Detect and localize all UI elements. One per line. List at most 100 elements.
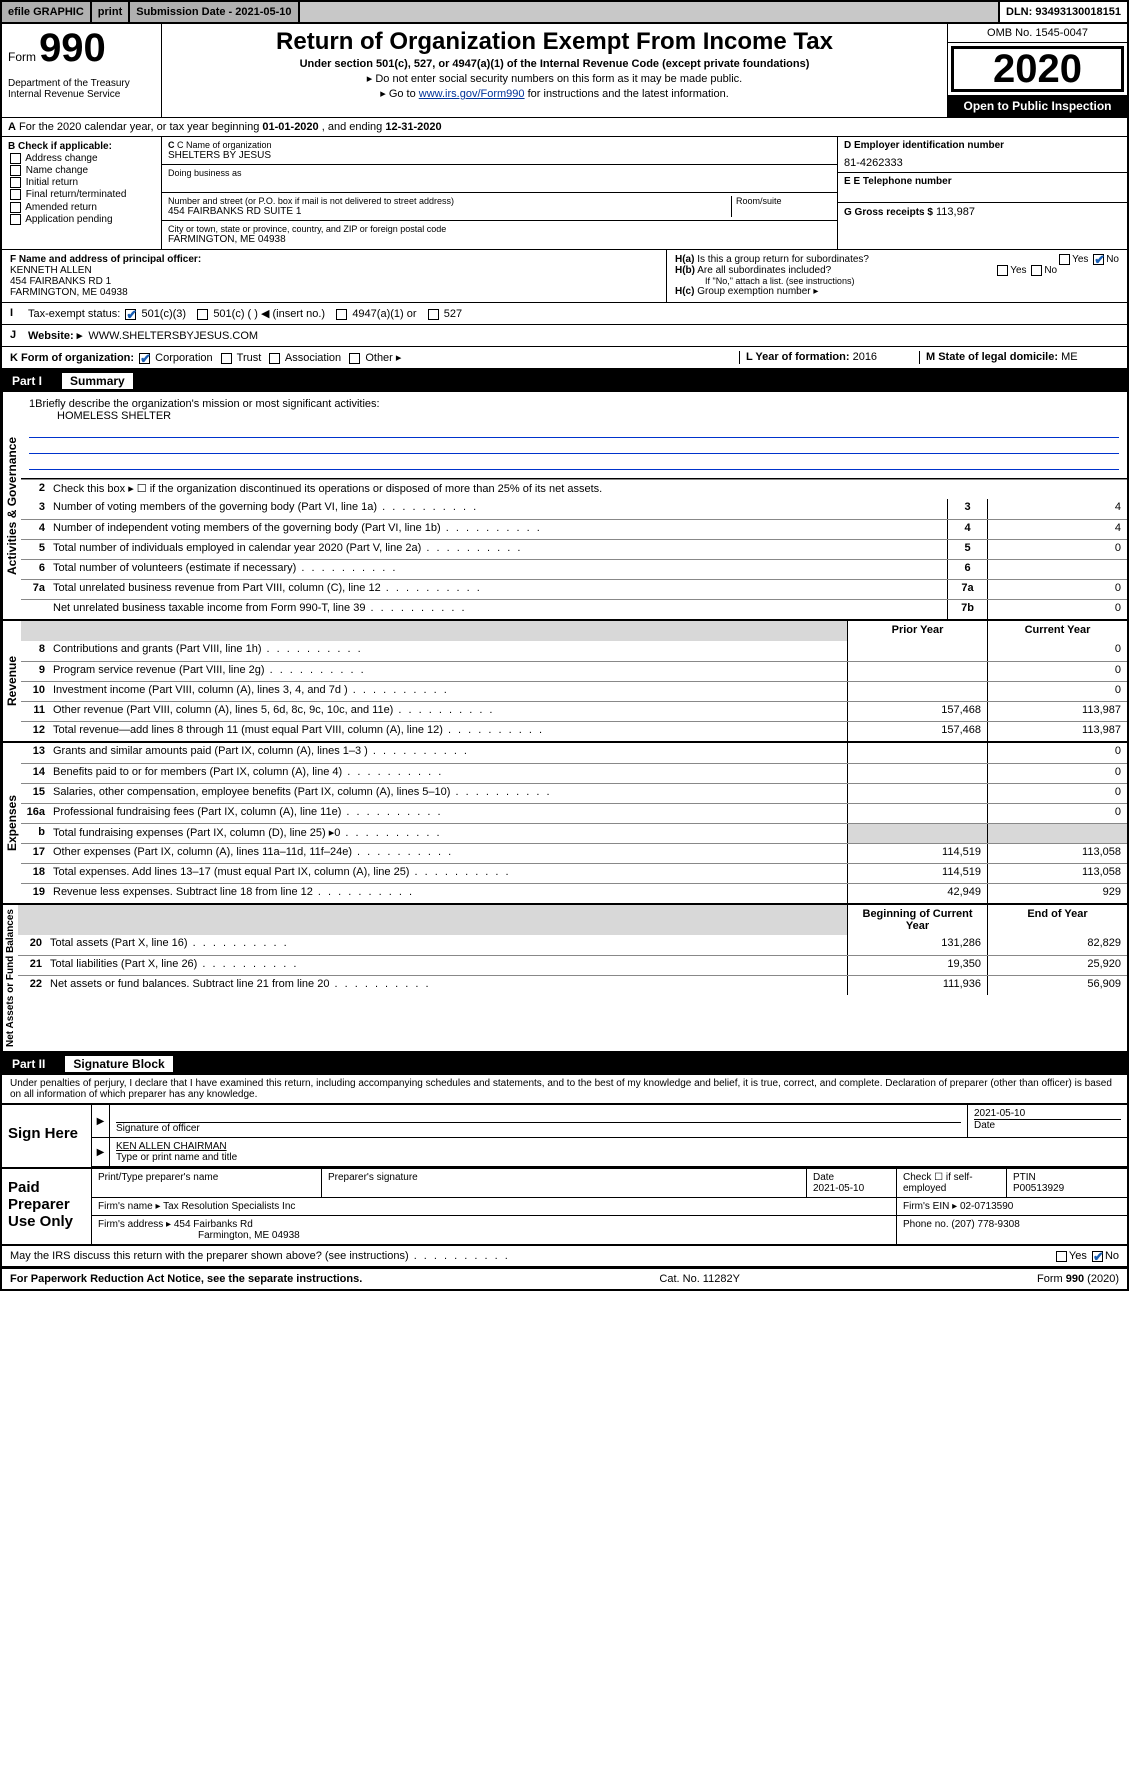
chk-name-change[interactable]: Name change bbox=[8, 165, 155, 176]
firm-phone: (207) 778-9308 bbox=[951, 1219, 1019, 1230]
officer-name: KENNETH ALLEN bbox=[10, 265, 658, 276]
table-row: 15Salaries, other compensation, employee… bbox=[21, 783, 1127, 803]
dln: DLN: 93493130018151 bbox=[1000, 2, 1127, 22]
submission-date: Submission Date - 2021-05-10 bbox=[130, 2, 299, 22]
pra-notice: For Paperwork Reduction Act Notice, see … bbox=[10, 1273, 362, 1285]
topbar-spacer bbox=[300, 2, 1000, 22]
phone-label: E E Telephone number bbox=[844, 176, 1121, 187]
chk-501c[interactable] bbox=[197, 309, 208, 320]
table-row: Net unrelated business taxable income fr… bbox=[21, 599, 1127, 619]
note-link: ▸ Go to www.irs.gov/Form990 for instruct… bbox=[170, 87, 939, 100]
ein-label: D Employer identification number bbox=[844, 140, 1121, 151]
box-b-label: B Check if applicable: bbox=[8, 141, 112, 152]
firm-name: Tax Resolution Specialists Inc bbox=[163, 1201, 295, 1212]
omb-number: OMB No. 1545-0047 bbox=[948, 24, 1127, 43]
form-title: Return of Organization Exempt From Incom… bbox=[170, 28, 939, 56]
chk-501c3[interactable] bbox=[125, 309, 136, 320]
state-domicile: ME bbox=[1061, 351, 1078, 363]
line-i: I Tax-exempt status: 501(c)(3) 501(c) ( … bbox=[2, 303, 1127, 325]
sig-arrow-icon-2: ▶ bbox=[92, 1138, 110, 1166]
prep-sig-label: Preparer's signature bbox=[322, 1169, 807, 1197]
paid-preparer-label: Paid Preparer Use Only bbox=[2, 1169, 92, 1244]
officer-label: F Name and address of principal officer: bbox=[10, 254, 658, 265]
vlabel-governance: Activities & Governance bbox=[2, 392, 21, 619]
discuss-row: May the IRS discuss this return with the… bbox=[2, 1246, 1127, 1268]
officer-name-label: Type or print name and title bbox=[116, 1152, 1121, 1163]
sign-here-label: Sign Here bbox=[2, 1105, 92, 1167]
vlabel-net-assets: Net Assets or Fund Balances bbox=[2, 905, 18, 1051]
perjury-text: Under penalties of perjury, I declare th… bbox=[2, 1075, 1127, 1103]
vlabel-expenses: Expenses bbox=[2, 743, 21, 903]
table-row: 3Number of voting members of the governi… bbox=[21, 499, 1127, 519]
chk-assoc[interactable] bbox=[269, 353, 280, 364]
chk-4947[interactable] bbox=[336, 309, 347, 320]
line-j: J Website: ▸ WWW.SHELTERSBYJESUS.COM bbox=[2, 325, 1127, 347]
chk-application-pending[interactable]: Application pending bbox=[8, 214, 155, 225]
website: WWW.SHELTERSBYJESUS.COM bbox=[88, 330, 258, 342]
chk-final-return[interactable]: Final return/terminated bbox=[8, 189, 155, 200]
chk-trust[interactable] bbox=[221, 353, 232, 364]
firm-ein: 02-0713590 bbox=[960, 1201, 1013, 1212]
officer-group-block: F Name and address of principal officer:… bbox=[2, 250, 1127, 303]
begin-year-header: Beginning of Current Year bbox=[847, 905, 987, 935]
table-row: 7aTotal unrelated business revenue from … bbox=[21, 579, 1127, 599]
h-a: H(a) Is this a group return for subordin… bbox=[675, 254, 1119, 265]
efile-button[interactable]: efile GRAPHIC bbox=[2, 2, 92, 22]
form-footer: Form 990 (2020) bbox=[1037, 1273, 1119, 1285]
dba-label: Doing business as bbox=[168, 168, 831, 178]
table-row: 16aProfessional fundraising fees (Part I… bbox=[21, 803, 1127, 823]
form-subtitle: Under section 501(c), 527, or 4947(a)(1)… bbox=[170, 58, 939, 70]
org-name: SHELTERS BY JESUS bbox=[168, 150, 831, 161]
table-row: 20Total assets (Part X, line 16)131,2868… bbox=[18, 935, 1127, 955]
table-row: 9Program service revenue (Part VIII, lin… bbox=[21, 661, 1127, 681]
ein-value: 81-4262333 bbox=[844, 157, 1121, 169]
gross-receipts: 113,987 bbox=[936, 206, 975, 218]
gross-receipts-label: G Gross receipts $ bbox=[844, 207, 933, 218]
city-label: City or town, state or province, country… bbox=[168, 224, 831, 234]
table-row: 18Total expenses. Add lines 13–17 (must … bbox=[21, 863, 1127, 883]
table-row: 10Investment income (Part VIII, column (… bbox=[21, 681, 1127, 701]
form-header: Form 990 Department of the Treasury Inte… bbox=[2, 24, 1127, 118]
chk-initial-return[interactable]: Initial return bbox=[8, 177, 155, 188]
cat-no: Cat. No. 11282Y bbox=[659, 1273, 740, 1285]
table-row: 14Benefits paid to or for members (Part … bbox=[21, 763, 1127, 783]
check-self-employed[interactable]: Check ☐ if self-employed bbox=[897, 1169, 1007, 1197]
sig-officer-label: Signature of officer bbox=[116, 1122, 961, 1134]
officer-addr2: FARMINGTON, ME 04938 bbox=[10, 287, 658, 298]
h-c: H(c) Group exemption number ▸ bbox=[675, 286, 1119, 297]
org-name-label: C C Name of organization bbox=[168, 140, 831, 150]
table-row: 12Total revenue—add lines 8 through 11 (… bbox=[21, 721, 1127, 741]
note-ssn: ▸ Do not enter social security numbers o… bbox=[170, 72, 939, 85]
form-number: 990 bbox=[39, 26, 106, 70]
table-row: 21Total liabilities (Part X, line 26)19,… bbox=[18, 955, 1127, 975]
line-k: K Form of organization: Corporation Trus… bbox=[2, 347, 1127, 370]
public-inspection: Open to Public Inspection bbox=[948, 95, 1127, 117]
irs-link[interactable]: www.irs.gov/Form990 bbox=[419, 88, 525, 100]
q1-answer: HOMELESS SHELTER bbox=[57, 410, 1119, 422]
topbar: efile GRAPHIC print Submission Date - 20… bbox=[0, 0, 1129, 24]
table-row: 11Other revenue (Part VIII, column (A), … bbox=[21, 701, 1127, 721]
tax-year: 2020 bbox=[951, 46, 1124, 92]
officer-printed-name: KEN ALLEN CHAIRMAN bbox=[116, 1141, 1121, 1152]
chk-527[interactable] bbox=[428, 309, 439, 320]
part2-header: Part IISignature Block bbox=[2, 1053, 1127, 1075]
chk-address-change[interactable]: Address change bbox=[8, 153, 155, 164]
chk-other[interactable] bbox=[349, 353, 360, 364]
print-button[interactable]: print bbox=[92, 2, 130, 22]
q1: Briefly describe the organization's miss… bbox=[35, 398, 379, 410]
h-b: H(b) Are all subordinates included? Yes … bbox=[675, 265, 1119, 276]
year-formation: 2016 bbox=[853, 351, 877, 363]
officer-addr1: 454 FAIRBANKS RD 1 bbox=[10, 276, 658, 287]
table-row: 13Grants and similar amounts paid (Part … bbox=[21, 743, 1127, 763]
org-city: FARMINGTON, ME 04938 bbox=[168, 234, 831, 245]
table-row: 17Other expenses (Part IX, column (A), l… bbox=[21, 843, 1127, 863]
suite-label: Room/suite bbox=[736, 196, 831, 206]
sig-arrow-icon: ▶ bbox=[92, 1105, 110, 1137]
chk-corp[interactable] bbox=[139, 353, 150, 364]
q2: Check this box ▸ ☐ if the organization d… bbox=[49, 480, 1127, 499]
sig-date: 2021-05-10 bbox=[974, 1108, 1121, 1119]
sign-here-section: Sign Here ▶ Signature of officer 2021-05… bbox=[2, 1103, 1127, 1167]
sig-date-label: Date bbox=[974, 1119, 1121, 1131]
current-year-header: Current Year bbox=[987, 621, 1127, 641]
chk-amended[interactable]: Amended return bbox=[8, 202, 155, 213]
